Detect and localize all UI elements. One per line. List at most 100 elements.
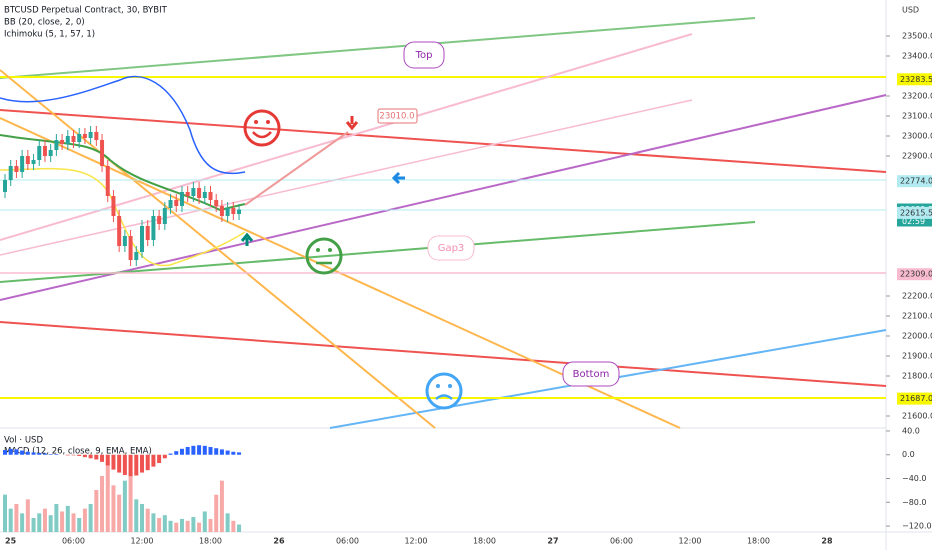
candle-body <box>145 226 150 240</box>
volume-bar <box>14 504 19 532</box>
volume-bar <box>48 515 53 532</box>
volume-bar <box>225 513 230 532</box>
candle-body <box>197 188 202 198</box>
candle-body <box>111 196 116 216</box>
macd-bar <box>3 449 7 455</box>
macd-bar <box>231 451 236 455</box>
macd-bar <box>14 449 19 455</box>
macd-bar <box>122 454 127 475</box>
volume-bar <box>202 511 207 532</box>
candle-body <box>231 208 236 214</box>
smiley-neutral <box>305 237 343 275</box>
trendline <box>0 321 887 387</box>
macd-bar <box>151 454 156 467</box>
candle-body <box>3 180 7 192</box>
price-tick-label: 22100.0 <box>902 312 932 321</box>
volume-bar <box>145 508 150 532</box>
callout <box>427 235 475 261</box>
candle-body <box>179 192 184 206</box>
price-tick-label: 23500.0 <box>902 32 932 41</box>
time-tick-label: 18:00 <box>747 537 770 546</box>
trendline <box>0 69 436 429</box>
price-label: 22309.0 <box>900 270 932 279</box>
volume-bar <box>208 518 213 532</box>
candle-body <box>54 140 59 150</box>
price-label-bg <box>897 268 932 281</box>
price-tick-label: 22200.0 <box>902 292 932 301</box>
smiley-happy <box>243 109 281 147</box>
volume-bar <box>37 513 42 532</box>
price-label-bg <box>897 206 932 219</box>
time-tick-label: 27 <box>547 537 558 546</box>
volume-bar <box>214 494 219 532</box>
candle-body <box>60 140 65 144</box>
macd-bar <box>145 454 150 471</box>
time-tick-label: 06:00 <box>610 537 633 546</box>
candle-body <box>237 209 242 214</box>
price-tick-label: 23400.0 <box>902 52 932 61</box>
candle-body <box>94 132 99 140</box>
candle-body <box>214 200 219 206</box>
time-tick-label: 12:00 <box>130 537 153 546</box>
volume-bar <box>185 520 190 532</box>
indicator-label: BB (20, close, 2, 0) <box>4 18 85 28</box>
left-arrow <box>391 171 405 185</box>
candle-body <box>77 134 82 142</box>
volume-bar <box>197 522 202 532</box>
volume-bar <box>82 508 87 532</box>
data-layer: 23500.0 23400.0 23200.0 23100.0 23000.0 22900… <box>3 32 932 546</box>
macd-bar <box>185 447 190 455</box>
macd-bar <box>8 448 13 455</box>
macd-bar <box>219 449 224 455</box>
candle-body <box>191 188 196 196</box>
price-tick-label: 21900.0 <box>902 352 932 361</box>
candle-body <box>65 136 70 144</box>
price-label: 22774.0 <box>900 177 932 186</box>
macd-tick-label: −40.0 <box>902 474 927 483</box>
candle-body <box>151 216 156 240</box>
macd-bar <box>157 454 162 464</box>
volume-bar <box>31 518 36 532</box>
macd-bar <box>42 453 47 455</box>
macd-bar <box>225 450 230 455</box>
volume-bar <box>20 513 25 532</box>
price-label: 21687.0 <box>900 394 932 403</box>
macd-bar <box>71 454 76 456</box>
macd-bar <box>100 454 105 462</box>
time-tick-label: 12:00 <box>404 537 427 546</box>
macd-label: MACD (12, 26, close, 9, EMA, EMA) <box>4 447 152 457</box>
price-tick-label: 22900.0 <box>902 152 932 161</box>
price-tick-label: 23100.0 <box>902 112 932 121</box>
price-label-bg <box>897 175 932 188</box>
candle-body <box>185 192 190 196</box>
candle-body <box>48 150 53 156</box>
volume-bar <box>65 505 70 532</box>
countdown: 02:59 <box>902 217 925 226</box>
callout-text: 23010.0 <box>379 112 414 122</box>
candle-body <box>25 156 30 164</box>
candle-body <box>225 208 230 216</box>
time-tick-label: 18:00 <box>199 537 222 546</box>
macd-bar <box>179 448 184 455</box>
trendline <box>0 221 756 283</box>
volume-bar <box>105 462 110 532</box>
trendline <box>0 109 887 173</box>
up-arrow <box>240 232 254 246</box>
price-label-bg <box>897 73 932 86</box>
volume-bar <box>174 522 179 532</box>
time-tick-label: 06:00 <box>336 537 359 546</box>
candle-body <box>162 208 167 224</box>
macd-bar <box>128 454 133 477</box>
macd-tick-label: 0.0 <box>902 450 915 459</box>
volume-bar <box>8 508 13 532</box>
volume-bar <box>191 517 196 532</box>
candle-body <box>42 146 47 156</box>
volume-bar <box>151 513 156 532</box>
time-tick-label: 18:00 <box>473 537 496 546</box>
price-tick-label: 21800.0 <box>902 372 932 381</box>
macd-bar <box>88 454 93 459</box>
time-tick-label: 12:00 <box>678 537 701 546</box>
candle-body <box>20 156 25 172</box>
